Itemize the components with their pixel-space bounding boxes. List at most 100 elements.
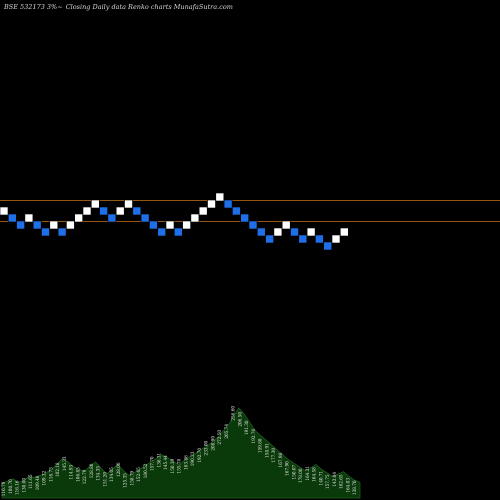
volume-label: 150.07 <box>292 464 297 479</box>
chart-header: BSE 532173 3%~ Closing Daily data Renko c… <box>3 3 233 11</box>
renko-brick-down <box>57 227 67 237</box>
volume-labels: 116.79 100.70 116.16 130.00 111.65 109.46 109.… <box>1 406 357 497</box>
volume-label: 157.75 <box>325 474 330 489</box>
renko-brick-down <box>149 220 158 230</box>
volume-label: 178.00 <box>298 468 303 483</box>
renko-brick-down <box>157 227 166 237</box>
volume-label: 150.39 <box>170 458 175 473</box>
volume-label: 192.70 <box>197 448 202 463</box>
volume-label: 109.46 <box>35 475 40 490</box>
renko-brick-up <box>306 227 316 237</box>
volume-label: 128.80 <box>89 463 94 478</box>
volume-label: 177.30 <box>271 448 276 463</box>
volume-label: 143.04 <box>332 472 337 487</box>
volume-label: 122.79 <box>82 469 87 484</box>
volume-label: 163.86 <box>183 455 188 470</box>
volume-label: 164.31 <box>305 466 310 481</box>
renko-brick-down <box>315 234 324 244</box>
volume-label: 167.90 <box>285 461 290 476</box>
volume-label: 134.05 <box>109 467 114 482</box>
renko-brick-up <box>74 213 83 223</box>
renko-brick-up <box>215 192 225 202</box>
volume-area <box>1 407 361 499</box>
volume-label: 158.91 <box>264 443 269 458</box>
volume-label: 145.33 <box>62 456 67 471</box>
volume-label: 162.65 <box>339 474 344 489</box>
renko-brick-down <box>248 220 258 230</box>
volume-label: 100.70 <box>8 479 13 494</box>
renko-brick-up <box>124 199 133 209</box>
volume-label: 272.50 <box>217 430 222 445</box>
volume-label: 130.00 <box>21 478 26 493</box>
volume-label: 114.93 <box>69 464 74 479</box>
renko-bricks <box>0 192 349 251</box>
renko-brick-down <box>8 213 17 223</box>
volume-label: 128.00 <box>116 462 121 477</box>
volume-label: 116.16 <box>15 480 20 495</box>
renko-brick-up <box>190 213 200 223</box>
volume-label: 116.79 <box>1 481 6 496</box>
renko-brick-down <box>240 213 249 223</box>
renko-brick-up <box>0 206 9 216</box>
volume-label: 140.71 <box>319 470 324 485</box>
volume-label: 158.79 <box>129 470 134 485</box>
renko-brick-up <box>24 213 34 223</box>
volume-label: 111.65 <box>28 474 33 489</box>
renko-brick-up <box>49 220 59 230</box>
renko-brick-up <box>198 206 208 216</box>
renko-brick-down <box>174 227 183 237</box>
renko-brick-down <box>265 234 274 244</box>
volume-label: 145.44 <box>163 455 168 470</box>
renko-brick-up <box>115 206 125 216</box>
volume-label: 206.50 <box>237 412 242 427</box>
header-description: Closing Daily data Renko charts MunafaSu… <box>66 3 233 11</box>
renko-brick-up <box>165 220 175 230</box>
volume-label: 151.20 <box>102 472 107 487</box>
renko-brick-down <box>41 227 50 237</box>
volume-label: 136.31 <box>156 452 161 467</box>
volume-label: 180.52 <box>143 463 148 478</box>
renko-brick-up <box>273 227 283 237</box>
renko-brick-down <box>32 220 42 230</box>
volume-label: 164.03 <box>346 478 351 493</box>
renko-brick-up <box>91 199 100 209</box>
renko-brick-up <box>331 234 341 244</box>
volume-label: 157.70 <box>150 456 155 471</box>
volume-label: 152.65 <box>136 467 141 482</box>
volume-area-path <box>1 407 361 499</box>
renko-brick-down <box>256 227 266 237</box>
volume-label: 155.78 <box>177 458 182 473</box>
renko-brick-down <box>140 213 150 223</box>
renko-brick-up <box>82 206 92 216</box>
volume-label: 233.00 <box>204 440 209 455</box>
volume-label: 208.90 <box>210 436 215 451</box>
volume-label: 159.88 <box>258 438 263 453</box>
volume-label: 192.76 <box>251 428 256 443</box>
volume-label: 138.70 <box>352 480 357 495</box>
volume-label: 109.32 <box>42 470 47 485</box>
renko-brick-down <box>323 241 333 251</box>
header-symbol: BSE 532173 3% <box>3 3 57 11</box>
volume-label: 106.85 <box>75 467 80 482</box>
renko-brick-up <box>207 199 216 209</box>
renko-brick-up <box>66 220 75 230</box>
header-tilde: ~ <box>57 3 62 11</box>
renko-brick-up <box>182 220 191 230</box>
volume-label: 164.58 <box>312 467 317 482</box>
volume-label: 205.74 <box>224 424 229 439</box>
volume-label: 134.35 <box>96 466 101 481</box>
volume-label: 102.18 <box>55 462 60 477</box>
renko-brick-down <box>99 206 108 216</box>
volume-label: 256.60 <box>231 406 236 421</box>
renko-brick-down <box>223 199 233 209</box>
renko-brick-up <box>281 220 291 230</box>
volume-label: 167.98 <box>278 452 283 467</box>
renko-brick-down <box>16 220 25 230</box>
volume-label: 190.23 <box>190 451 195 466</box>
renko-brick-down <box>132 206 142 216</box>
renko-brick-up <box>339 227 349 237</box>
renko-brick-down <box>107 213 117 223</box>
volume-label: 191.38 <box>244 420 249 435</box>
volume-label: 125.35 <box>123 473 128 488</box>
